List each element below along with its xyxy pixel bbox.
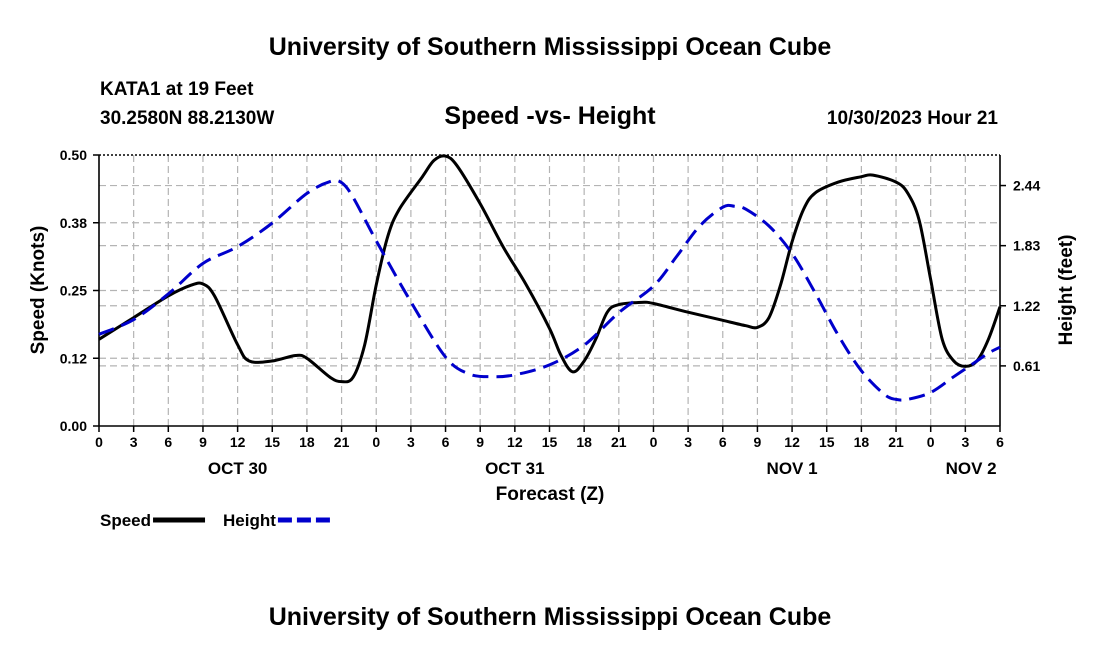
y-tick-label-left: 0.00 — [60, 418, 87, 434]
y-tick-label-right: 2.44 — [1013, 178, 1040, 194]
x-tick-label: 3 — [684, 434, 692, 450]
x-tick-label: 12 — [230, 434, 246, 450]
y-tick-label-left: 0.25 — [60, 283, 87, 299]
y-tick-label-left: 0.12 — [60, 350, 87, 366]
legend-label-height: Height — [223, 511, 276, 530]
height-series-line — [98, 178, 1001, 402]
x-tick-label: 9 — [754, 434, 762, 450]
x-tick-label: 0 — [650, 434, 658, 450]
x-tick-label: 21 — [888, 434, 904, 450]
date-label: OCT 31 — [485, 459, 545, 478]
x-tick-label: 9 — [476, 434, 484, 450]
y-axis-label-right: Height (feet) — [1056, 235, 1077, 346]
x-tick-label: 18 — [299, 434, 315, 450]
x-tick-label: 6 — [719, 434, 727, 450]
x-tick-label: 15 — [542, 434, 558, 450]
x-tick-label: 18 — [854, 434, 870, 450]
x-tick-label: 0 — [95, 434, 103, 450]
x-tick-label: 0 — [927, 434, 935, 450]
y-tick-label-right: 1.83 — [1013, 238, 1040, 254]
y-tick-label-left: 0.50 — [60, 147, 87, 163]
y-tick-label-right: 0.61 — [1013, 358, 1040, 374]
legend: Speed Height — [100, 511, 330, 530]
station-coordinates: 30.2580N 88.2130W — [100, 108, 274, 129]
x-tick-label: 3 — [407, 434, 415, 450]
x-tick-label: 18 — [576, 434, 592, 450]
legend-label-speed: Speed — [100, 511, 151, 530]
y-tick-label-right: 1.22 — [1013, 298, 1040, 314]
footer-title: University of Southern Mississippi Ocean… — [269, 603, 832, 631]
x-tick-label: 21 — [611, 434, 627, 450]
series-lines — [98, 154, 1002, 402]
x-tick-label: 6 — [996, 434, 1004, 450]
station-name: KATA1 at 19 Feet — [100, 79, 254, 100]
date-label: OCT 30 — [208, 459, 268, 478]
chart-title: Speed -vs- Height — [444, 102, 656, 130]
x-tick-label: 12 — [784, 434, 800, 450]
x-tick-label: 3 — [130, 434, 138, 450]
main-title: University of Southern Mississippi Ocean… — [269, 33, 832, 61]
x-tick-label: 9 — [199, 434, 207, 450]
x-tick-label: 12 — [507, 434, 523, 450]
speed-series-line — [98, 154, 1002, 384]
x-tick-label: 6 — [164, 434, 172, 450]
x-tick-label: 15 — [819, 434, 835, 450]
x-tick-label: 15 — [264, 434, 280, 450]
x-tick-label: 0 — [372, 434, 380, 450]
axis-ticks: 0 3 6 9 12 15 18 21 0 3 6 9 12 15 18 21 0 3 6 9 12 15 18 21 0 3 6 0… — [60, 147, 1041, 478]
grid — [99, 155, 1000, 426]
y-axis-label-left: Speed (Knots) — [28, 226, 49, 355]
y-tick-label-left: 0.38 — [60, 215, 87, 231]
forecast-date: 10/30/2023 Hour 21 — [827, 108, 999, 129]
x-tick-label: 6 — [442, 434, 450, 450]
date-label: NOV 1 — [767, 459, 818, 478]
x-axis-label: Forecast (Z) — [496, 484, 605, 505]
x-tick-label: 21 — [334, 434, 350, 450]
x-tick-label: 3 — [961, 434, 969, 450]
date-label: NOV 2 — [946, 459, 997, 478]
